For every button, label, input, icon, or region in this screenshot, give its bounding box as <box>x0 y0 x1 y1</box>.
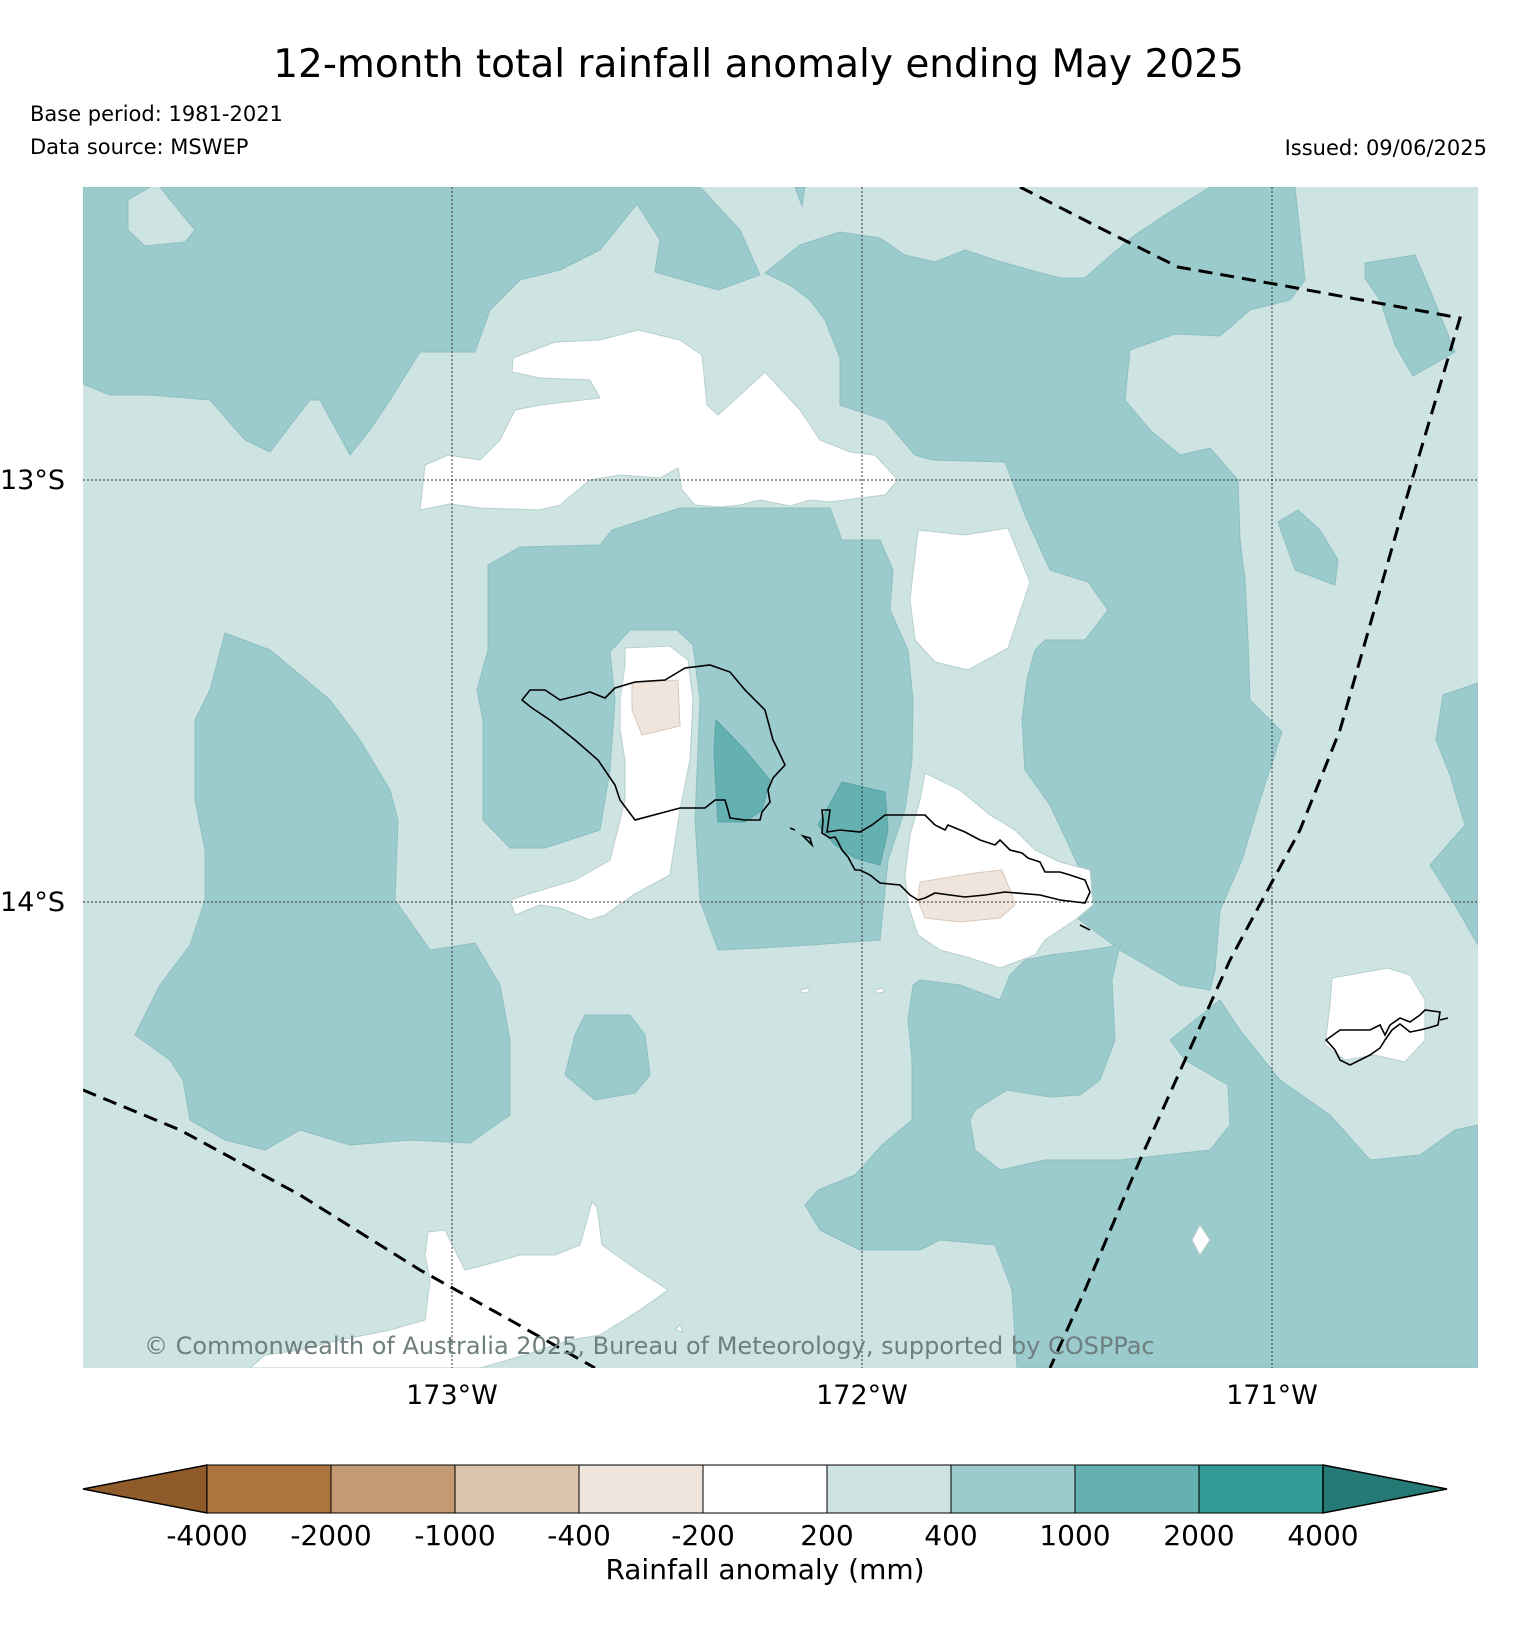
anomaly-fill-400-1000 <box>83 187 1478 1368</box>
colorbar-segment <box>454 1464 580 1514</box>
anomaly-fill-m400-m200 <box>631 679 1016 923</box>
lon-label-173w: 173°W <box>406 1380 498 1411</box>
colorbar-segment <box>206 1464 332 1514</box>
data-source: Data source: MSWEP <box>30 135 249 159</box>
colorbar-tick: 4000 <box>1287 1519 1358 1552</box>
colorbar-segment <box>1198 1464 1324 1514</box>
colorbar-tick: 400 <box>924 1519 977 1552</box>
colorbar-tick: -4000 <box>166 1519 247 1552</box>
colorbar-segment <box>702 1464 828 1514</box>
anomaly-fill-1000-2000 <box>713 718 889 866</box>
lat-label-14s: 14°S <box>0 887 65 918</box>
tiny-islet <box>789 827 796 831</box>
colorbar-tick: 2000 <box>1163 1519 1234 1552</box>
eez-boundary <box>83 187 1462 1368</box>
colorbar-ticks: -4000 -2000 -1000 -400 -200 200 400 1000… <box>166 1519 1358 1552</box>
tutuila-coast <box>1324 1009 1441 1066</box>
colorbar-segment <box>330 1464 456 1514</box>
small-islet <box>800 834 814 848</box>
savaii-coast <box>821 809 1091 904</box>
lon-label-171w: 171°W <box>1226 1380 1318 1411</box>
colorbar-tick: 200 <box>800 1519 853 1552</box>
colorbar-tick: -2000 <box>290 1519 371 1552</box>
colorbar-tick: 1000 <box>1039 1519 1110 1552</box>
colorbar-label: Rainfall anomaly (mm) <box>605 1553 924 1586</box>
colorbar-segment-max <box>1322 1464 1448 1514</box>
colorbar-tick: -1000 <box>414 1519 495 1552</box>
lon-label-172w: 172°W <box>816 1380 908 1411</box>
tutuila-tail <box>1439 1017 1449 1021</box>
lat-label-13s: 13°S <box>0 465 65 496</box>
colorbar-segment-min <box>82 1464 208 1514</box>
copyright-text: © Commonwealth of Australia 2025, Bureau… <box>144 1332 1155 1360</box>
colorbar-segment <box>826 1464 952 1514</box>
upolu-coast <box>520 664 786 821</box>
map-area: © Commonwealth of Australia 2025, Bureau… <box>83 187 1478 1368</box>
map-title: 12-month total rainfall anomaly ending M… <box>273 42 1244 87</box>
colorbar-segment <box>1074 1464 1200 1514</box>
colorbar <box>82 1464 1448 1514</box>
coastline <box>520 664 1449 1066</box>
savaii-tip <box>1079 924 1091 931</box>
graticule <box>83 187 1478 1368</box>
base-period: Base period: 1981-2021 <box>30 102 283 126</box>
issued-date: Issued: 09/06/2025 <box>1284 136 1487 160</box>
colorbar-segment <box>950 1464 1076 1514</box>
colorbar-tick: -200 <box>671 1519 735 1552</box>
colorbar-tick: -400 <box>547 1519 611 1552</box>
colorbar-segment <box>578 1464 704 1514</box>
